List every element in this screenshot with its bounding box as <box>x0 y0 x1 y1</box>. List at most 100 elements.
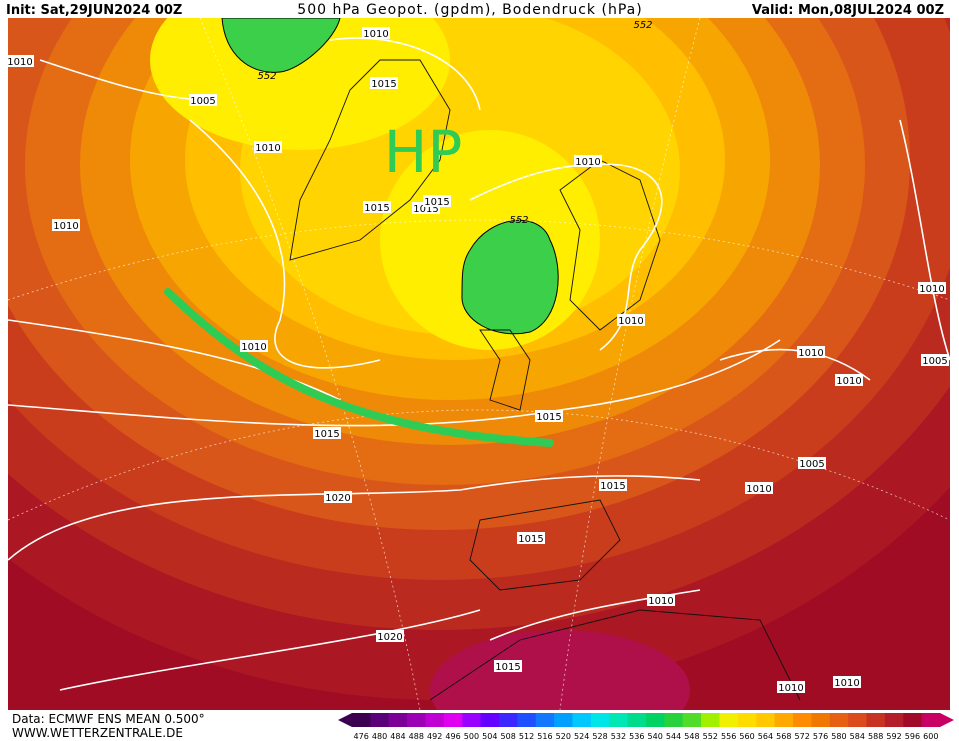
scale-label: 492 <box>427 732 442 741</box>
scale-label: 560 <box>739 732 754 741</box>
contour-label: 1010 <box>575 157 600 168</box>
pressure-highlight: HP <box>384 118 463 186</box>
contour-label-box <box>362 27 390 39</box>
website: WWW.WETTERZENTRALE.DE <box>12 726 183 740</box>
scale-label: 484 <box>390 732 405 741</box>
scale-label: 512 <box>519 732 534 741</box>
contour-label: 1015 <box>600 481 625 492</box>
contour-label: 1010 <box>836 376 861 387</box>
scale-cell <box>499 713 518 727</box>
scale-label: 548 <box>684 732 699 741</box>
scale-cell <box>646 713 665 727</box>
contour-label: 1010 <box>834 678 859 689</box>
scale-cell <box>903 713 923 727</box>
scale-cell <box>425 713 445 727</box>
scale-label: 480 <box>372 732 387 741</box>
contour-label: 1005 <box>190 96 215 107</box>
init-time: Init: Sat,29JUN2024 00Z <box>6 3 182 18</box>
scale-cell <box>627 713 647 727</box>
scale-label: 544 <box>666 732 681 741</box>
scale-label: 552 <box>703 732 718 741</box>
scale-label: 556 <box>721 732 736 741</box>
scale-label: 536 <box>629 732 644 741</box>
contour-label-box <box>918 282 946 294</box>
contour-label-box <box>745 482 773 494</box>
contour-label: 1010 <box>746 484 771 495</box>
contour-label: 1010 <box>618 316 643 327</box>
scale-label: 568 <box>776 732 791 741</box>
contour-label-box <box>617 314 645 326</box>
contour-label-box <box>833 676 861 688</box>
scale-cell <box>921 713 941 727</box>
scale-cell <box>774 713 794 727</box>
contour-label: 1010 <box>363 29 388 40</box>
scale-label: 528 <box>592 732 607 741</box>
scale-cell <box>848 713 867 727</box>
contour-label: 1005 <box>799 459 824 470</box>
scale-label: 576 <box>813 732 828 741</box>
scale-cell <box>590 713 610 727</box>
contour-label-box <box>324 491 352 503</box>
contour-label: 1015 <box>536 412 561 423</box>
contour-label-box <box>8 55 34 67</box>
contour-label-box <box>517 532 545 544</box>
contour-label-box <box>797 346 825 358</box>
contour-label: 1015 <box>424 197 449 208</box>
scale-cell <box>811 713 831 727</box>
scale-cell <box>535 713 555 727</box>
scale-cell <box>829 713 849 727</box>
contour-label-box <box>52 219 80 231</box>
scale-arrow-right <box>940 713 954 727</box>
scale-cell <box>443 713 463 727</box>
scale-arrow-left <box>338 713 352 727</box>
scale-label: 524 <box>574 732 589 741</box>
scale-label: 520 <box>556 732 571 741</box>
scale-label: 564 <box>758 732 773 741</box>
contour-label: 1015 <box>518 534 543 545</box>
contour-label: 1010 <box>648 596 673 607</box>
contour-label-box <box>535 410 563 422</box>
scale-cell <box>370 713 390 727</box>
contour-label: 1010 <box>255 143 280 154</box>
scale-cell <box>480 713 500 727</box>
contour-label: 1015 <box>495 662 520 673</box>
scale-cell <box>884 713 904 727</box>
scale-label: 580 <box>831 732 846 741</box>
contour-label-box <box>423 195 451 207</box>
contour-label: 1015 <box>413 204 438 215</box>
contour-label: 1015 <box>371 79 396 90</box>
scale-cell <box>407 713 426 727</box>
scale-cell <box>572 713 592 727</box>
contour-label: 1010 <box>798 348 823 359</box>
scale-label: 508 <box>501 732 516 741</box>
contour-label: 1020 <box>325 493 350 504</box>
scale-label: 540 <box>648 732 663 741</box>
data-source: Data: ECMWF ENS MEAN 0.500° <box>12 712 205 726</box>
scale-label: 532 <box>611 732 626 741</box>
valid-time: Valid: Mon,08JUL2024 00Z <box>752 3 944 18</box>
contour-label-box <box>574 155 602 167</box>
scale-cell <box>701 713 720 727</box>
scale-cell <box>664 713 684 727</box>
contour-label: 1005 <box>922 356 947 367</box>
scale-label: 488 <box>409 732 424 741</box>
scale-cell <box>554 713 573 727</box>
contour-label: 1010 <box>7 57 32 68</box>
contour-label-box <box>189 94 217 106</box>
scale-cell <box>866 713 886 727</box>
scale-cell <box>517 713 537 727</box>
contour-label: 1010 <box>53 221 78 232</box>
scale-cell <box>737 713 757 727</box>
contour-label-box <box>494 660 522 672</box>
scale-label: 588 <box>868 732 883 741</box>
scale-label: 584 <box>850 732 865 741</box>
scale-cell <box>719 713 739 727</box>
contour-label-box <box>370 77 398 89</box>
scale-cell <box>756 713 776 727</box>
contour-label-box <box>254 141 282 153</box>
contour-label-box <box>363 201 391 213</box>
front-line <box>164 288 554 447</box>
map-title: 500 hPa Geopot. (gpdm), Bodendruck (hPa) <box>297 2 642 18</box>
